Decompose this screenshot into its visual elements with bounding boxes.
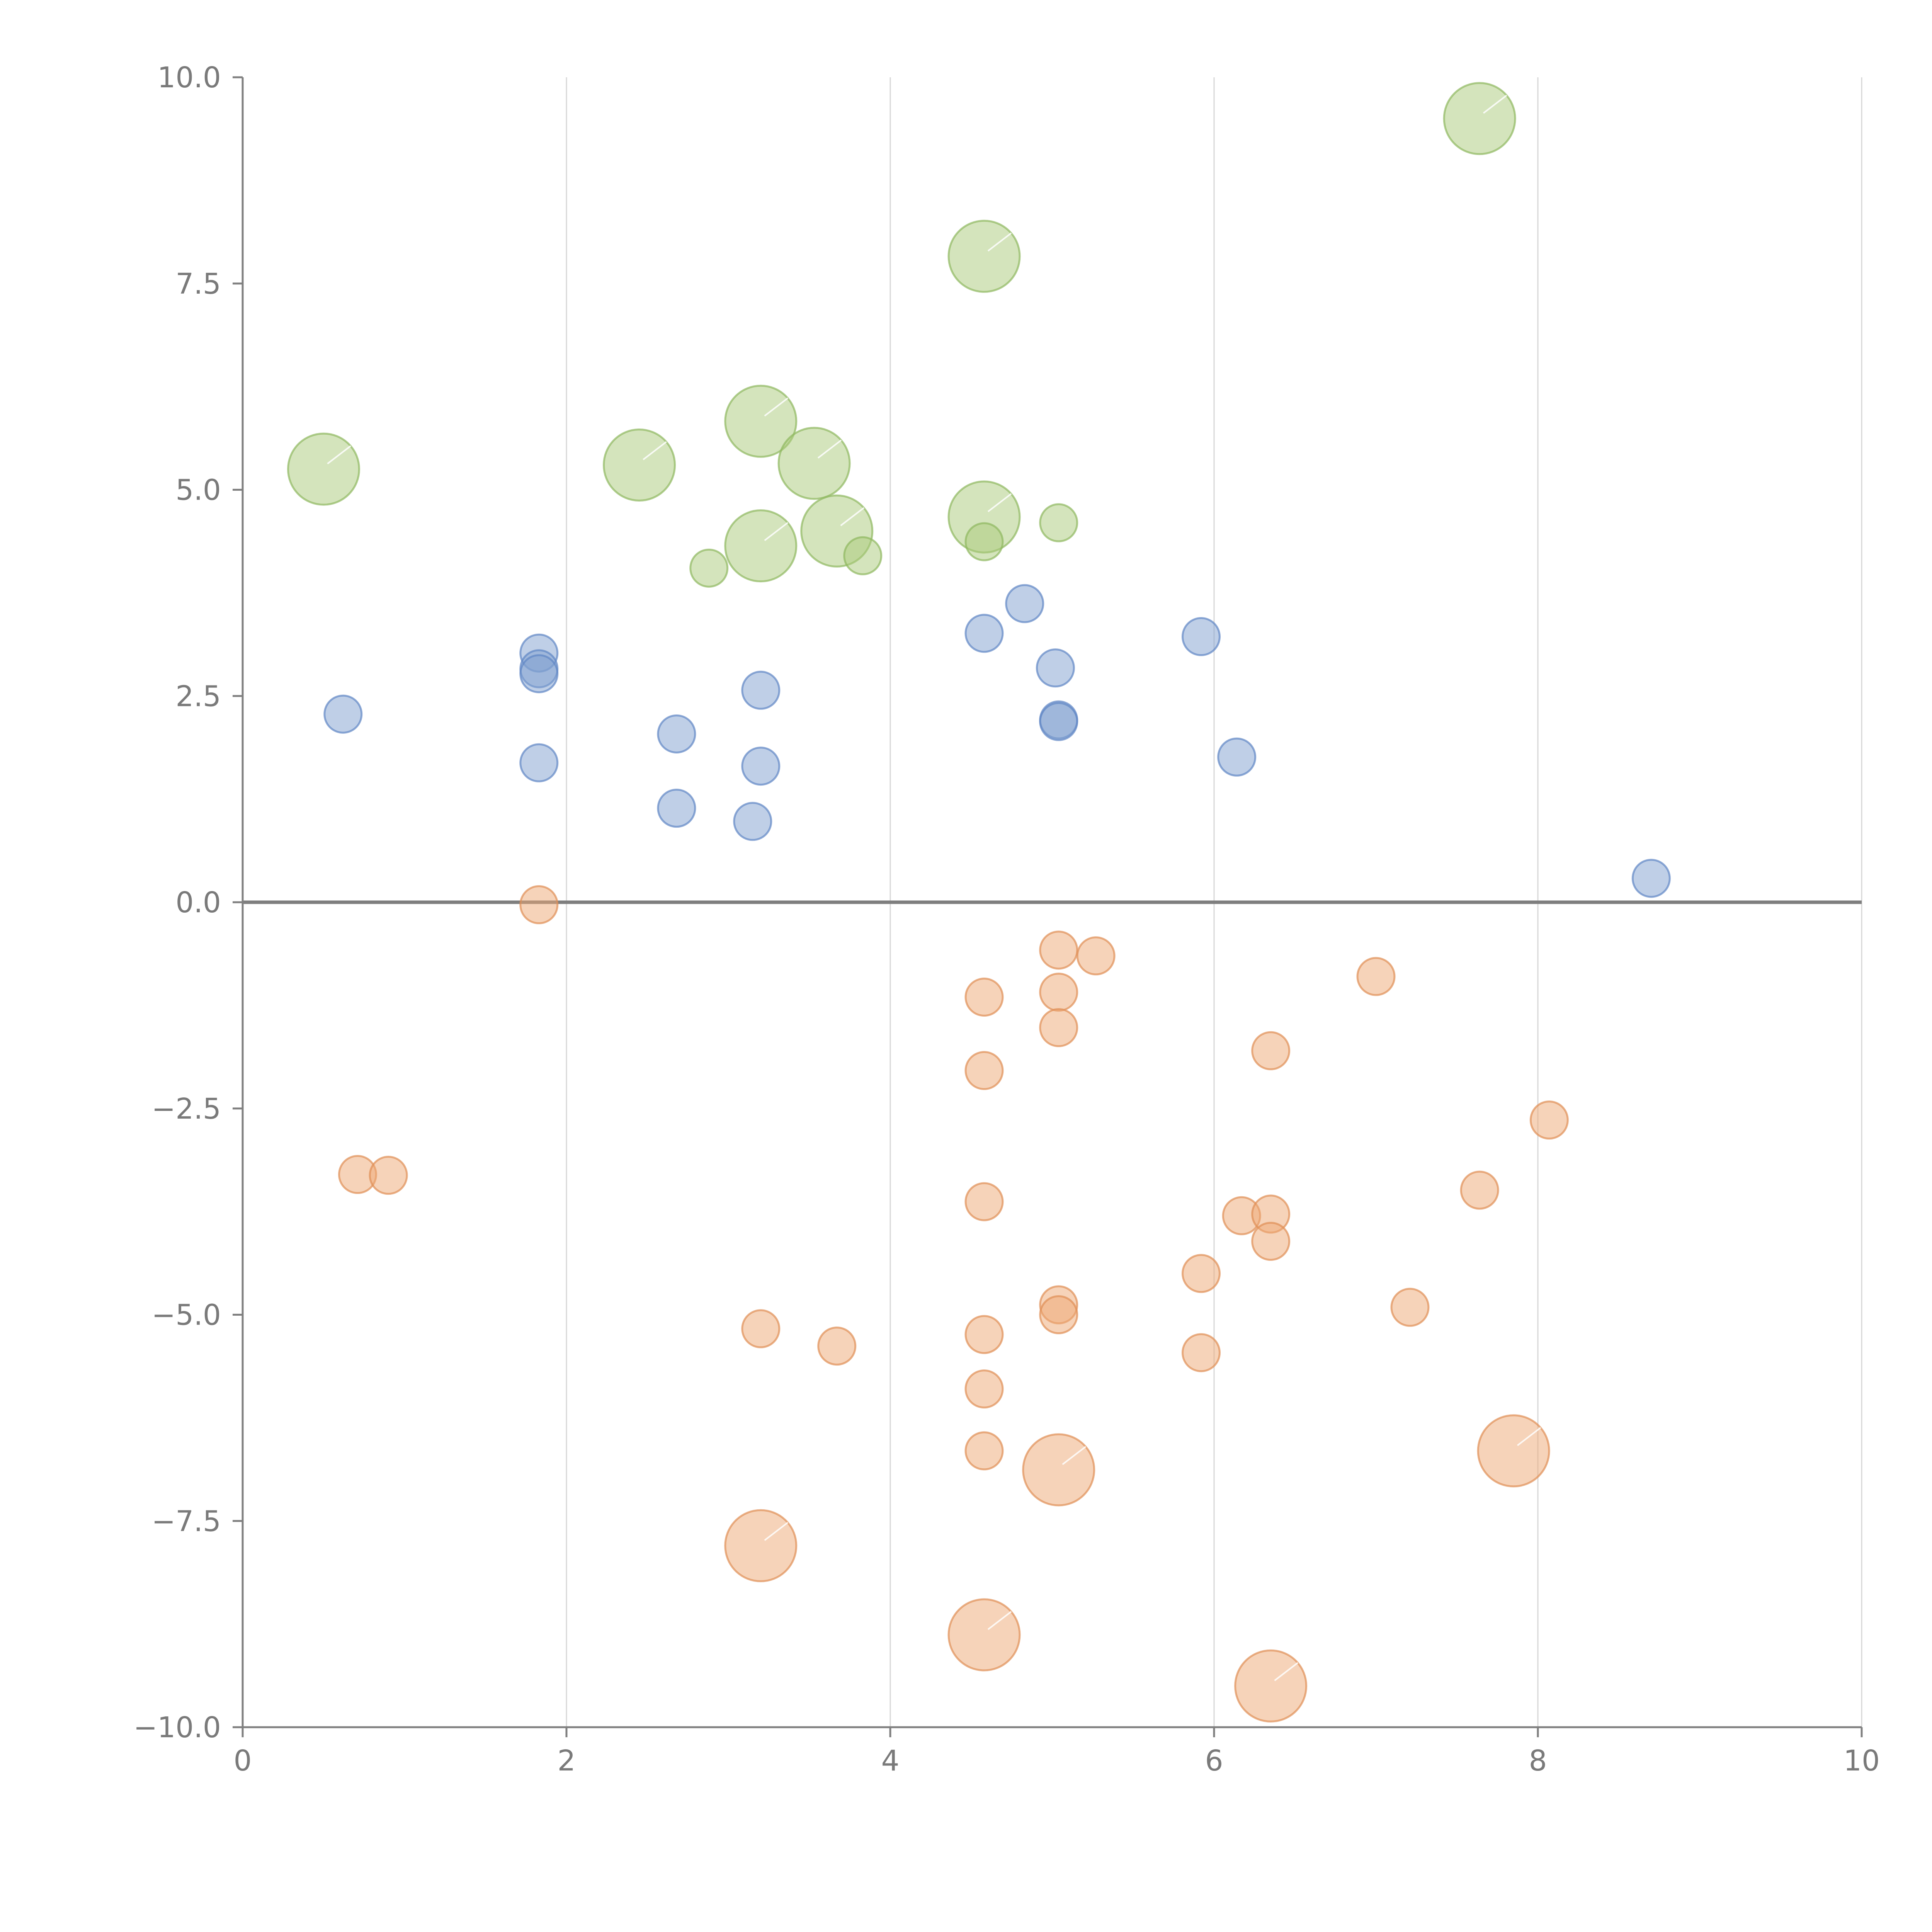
x-tick-label: 4 bbox=[881, 1744, 899, 1777]
green-bubble bbox=[724, 509, 798, 583]
green-bubble bbox=[724, 384, 798, 458]
blue-bubble bbox=[1181, 617, 1221, 656]
blue-bubble bbox=[1631, 859, 1671, 898]
green-bubble-leader bbox=[764, 397, 789, 417]
orange-bubble-leader bbox=[1274, 1662, 1298, 1681]
orange-bubble bbox=[964, 978, 1004, 1017]
orange-bubble bbox=[1181, 1254, 1221, 1293]
y-tick-label: 10.0 bbox=[157, 61, 221, 94]
orange-bubble-leader bbox=[764, 1522, 789, 1541]
x-tick-label: 0 bbox=[233, 1744, 252, 1777]
orange-bubble-leader bbox=[1517, 1427, 1541, 1446]
orange-bubble bbox=[519, 885, 559, 924]
orange-bubble bbox=[1251, 1221, 1291, 1261]
orange-bubble bbox=[369, 1156, 408, 1195]
green-bubble bbox=[1443, 82, 1516, 155]
green-bubble-leader bbox=[817, 439, 842, 459]
orange-bubble bbox=[1460, 1170, 1499, 1210]
orange-bubble bbox=[1234, 1649, 1308, 1723]
orange-bubble-leader bbox=[1062, 1446, 1086, 1465]
blue-bubble bbox=[741, 670, 781, 710]
orange-bubble bbox=[1039, 973, 1078, 1012]
green-bubble-leader bbox=[1483, 95, 1507, 114]
axis-ticks: 0 2 4 6 8 10 10.0 7.5 5.0 2.5 0.0 −2.5 −5.0 −7.5 −10.0 bbox=[133, 61, 1880, 1777]
orange-bubble bbox=[1181, 1333, 1221, 1372]
green-bubble bbox=[964, 522, 1004, 561]
green-bubble bbox=[843, 536, 883, 575]
orange-bubble bbox=[1477, 1414, 1550, 1488]
orange-bubble bbox=[964, 1315, 1004, 1354]
y-tick-label: 0.0 bbox=[175, 886, 221, 919]
orange-bubble bbox=[1356, 957, 1396, 996]
blue-bubble bbox=[964, 614, 1004, 653]
blue-bubble bbox=[1005, 584, 1044, 623]
orange-bubble bbox=[1076, 936, 1116, 976]
green-bubble bbox=[947, 219, 1021, 293]
orange-bubble bbox=[1251, 1031, 1291, 1070]
blue-bubble bbox=[741, 747, 781, 786]
orange-bubble bbox=[817, 1327, 857, 1366]
x-tick-label: 10 bbox=[1844, 1744, 1880, 1777]
blue-bubble bbox=[323, 694, 363, 734]
orange-bubble bbox=[1039, 1295, 1078, 1334]
green-bubble bbox=[689, 548, 729, 588]
x-tick-label: 6 bbox=[1205, 1744, 1223, 1777]
orange-bubble bbox=[964, 1182, 1004, 1221]
blue-bubble bbox=[519, 743, 559, 782]
y-tick-label: 5.0 bbox=[175, 474, 221, 507]
orange-bubble bbox=[1390, 1287, 1430, 1327]
x-tick-label: 2 bbox=[557, 1744, 575, 1777]
y-tick-label: −2.5 bbox=[151, 1092, 221, 1126]
blue-bubble bbox=[1039, 702, 1078, 741]
green-bubble bbox=[287, 432, 360, 506]
blue-bubble bbox=[657, 789, 696, 828]
green-bubble-leader bbox=[987, 232, 1012, 252]
x-tick-label: 8 bbox=[1529, 1744, 1547, 1777]
blue-bubble bbox=[519, 654, 559, 694]
y-tick-label: −10.0 bbox=[133, 1711, 221, 1744]
green-bubble bbox=[1039, 503, 1078, 543]
y-tick-label: 2.5 bbox=[175, 680, 221, 713]
green-bubble-leader bbox=[764, 522, 789, 541]
blue-bubble bbox=[657, 714, 696, 753]
green-bubble-leader bbox=[643, 441, 667, 461]
blue-bubble bbox=[1036, 648, 1075, 688]
orange-bubble bbox=[1039, 930, 1078, 970]
y-tick-label: −7.5 bbox=[151, 1505, 221, 1538]
orange-bubble bbox=[964, 1369, 1004, 1409]
green-bubble-leader bbox=[840, 507, 864, 526]
blue-bubble bbox=[1217, 737, 1257, 777]
green-bubble bbox=[777, 427, 851, 500]
orange-bubble bbox=[724, 1509, 798, 1582]
orange-bubble bbox=[1039, 1008, 1078, 1048]
orange-bubble bbox=[947, 1598, 1021, 1672]
grid-lines bbox=[243, 77, 1862, 1727]
y-tick-label: −5.0 bbox=[151, 1299, 221, 1332]
orange-bubble bbox=[964, 1051, 1004, 1090]
orange-bubble bbox=[741, 1309, 781, 1349]
orange-bubble bbox=[964, 1431, 1004, 1471]
orange-bubble bbox=[1022, 1433, 1095, 1507]
orange-bubble-leader bbox=[987, 1611, 1012, 1630]
bubble-points bbox=[287, 82, 1671, 1723]
green-bubble-leader bbox=[327, 445, 351, 464]
green-bubble-leader bbox=[987, 493, 1012, 512]
blue-bubble bbox=[733, 802, 772, 841]
y-tick-label: 7.5 bbox=[175, 267, 221, 301]
orange-bubble bbox=[1529, 1100, 1569, 1140]
green-bubble bbox=[603, 428, 676, 502]
